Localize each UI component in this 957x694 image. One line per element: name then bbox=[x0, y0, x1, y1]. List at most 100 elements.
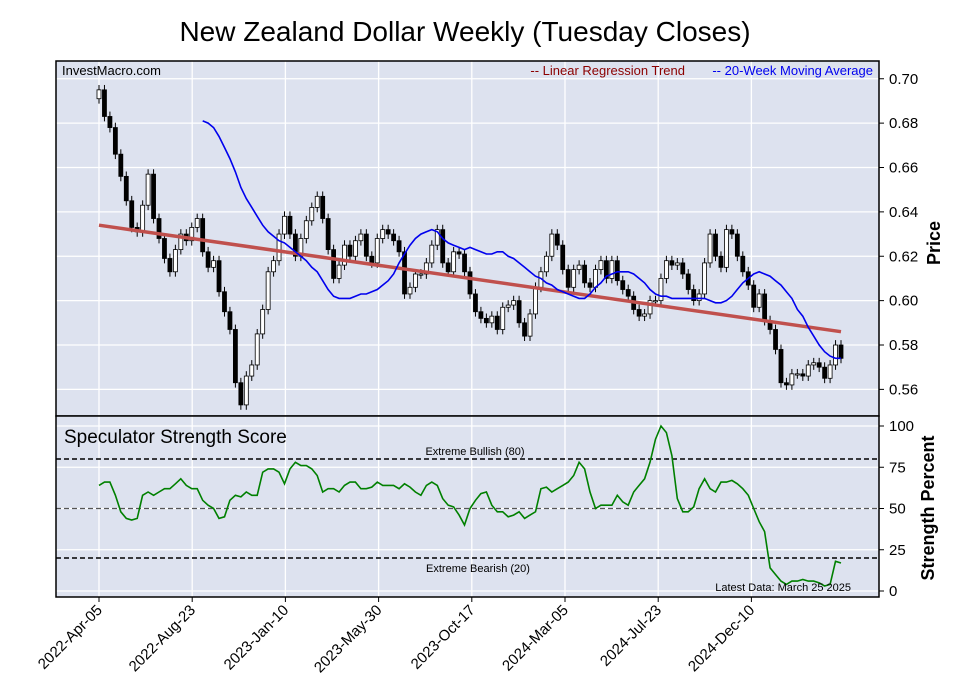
candle bbox=[773, 324, 778, 355]
candle bbox=[560, 240, 566, 275]
candle bbox=[587, 277, 593, 293]
price-y-label: Price bbox=[924, 221, 944, 265]
candle bbox=[374, 233, 380, 268]
candle bbox=[756, 289, 762, 313]
candle bbox=[554, 229, 560, 251]
extreme-bearish-label: Extreme Bearish (20) bbox=[426, 563, 530, 575]
candle bbox=[664, 255, 669, 284]
candle bbox=[227, 306, 233, 335]
candle bbox=[232, 324, 238, 388]
strength-gridlines bbox=[56, 416, 879, 597]
candle bbox=[271, 255, 276, 277]
price-y-tick-label: 0.66 bbox=[889, 160, 918, 177]
candle bbox=[363, 229, 369, 262]
strength-y-label: Strength Percent bbox=[918, 435, 938, 580]
strength-title: Speculator Strength Score bbox=[64, 427, 287, 448]
candle bbox=[642, 309, 647, 322]
x-tick-label: 2023-May-30 bbox=[311, 602, 386, 677]
candle bbox=[751, 280, 757, 313]
candle bbox=[222, 286, 227, 317]
candle bbox=[805, 360, 811, 381]
sma-line bbox=[202, 120, 841, 360]
candle bbox=[494, 311, 500, 335]
candle bbox=[603, 255, 609, 284]
candle bbox=[794, 368, 800, 379]
candle bbox=[112, 122, 118, 160]
candle bbox=[293, 229, 298, 262]
candle bbox=[778, 344, 784, 388]
candle bbox=[740, 251, 746, 277]
candle bbox=[358, 229, 364, 246]
candle bbox=[473, 289, 478, 317]
strength-y-tick-label: 75 bbox=[889, 459, 906, 476]
candle bbox=[276, 229, 282, 266]
candle bbox=[636, 304, 642, 322]
candle bbox=[729, 224, 735, 239]
x-tick-label: 2024-Dec-10 bbox=[685, 602, 758, 675]
price-panel: InvestMacro.com -- Linear Regression Tre… bbox=[55, 60, 944, 417]
candle bbox=[287, 211, 293, 239]
candle bbox=[216, 255, 222, 297]
candle bbox=[167, 253, 173, 277]
candle bbox=[833, 340, 838, 370]
latest-data-note: Latest Data: March 25 2025 bbox=[715, 582, 851, 594]
candle bbox=[423, 258, 429, 279]
candle bbox=[522, 317, 527, 342]
candle bbox=[407, 282, 413, 299]
candle bbox=[734, 229, 740, 262]
candle bbox=[151, 169, 156, 224]
candle bbox=[178, 229, 184, 255]
candle bbox=[172, 244, 178, 277]
price-y-tick-label: 0.56 bbox=[889, 381, 918, 398]
candle bbox=[342, 240, 347, 271]
candle bbox=[702, 258, 708, 299]
trend-line bbox=[98, 223, 842, 334]
candle bbox=[505, 300, 511, 313]
candle bbox=[789, 368, 795, 390]
price-y-tick-label: 0.64 bbox=[889, 204, 918, 221]
price-y-tick-label: 0.60 bbox=[889, 293, 918, 310]
candle bbox=[822, 362, 828, 384]
candle bbox=[543, 251, 549, 277]
candle bbox=[118, 149, 124, 182]
candle bbox=[107, 111, 113, 133]
candle bbox=[385, 224, 391, 239]
candle bbox=[478, 306, 484, 324]
candle bbox=[620, 275, 626, 295]
candle bbox=[609, 255, 615, 284]
candle bbox=[816, 357, 822, 373]
candle bbox=[162, 233, 167, 264]
strength-plot-area bbox=[56, 416, 879, 597]
price-y-tick-label: 0.58 bbox=[889, 337, 918, 354]
candle bbox=[549, 229, 555, 262]
candle bbox=[500, 302, 506, 335]
extreme-bullish-label: Extreme Bullish (80) bbox=[425, 446, 524, 458]
candle bbox=[456, 246, 462, 259]
strength-y-tick-label: 0 bbox=[889, 583, 897, 600]
candle bbox=[347, 240, 353, 262]
candle bbox=[156, 213, 162, 244]
candle bbox=[582, 260, 587, 288]
candle bbox=[658, 273, 664, 306]
candle bbox=[707, 229, 713, 268]
strength-line bbox=[98, 424, 842, 587]
candle bbox=[325, 213, 331, 255]
candle bbox=[674, 258, 680, 271]
x-tick-label: 2023-Oct-17 bbox=[408, 602, 479, 673]
strength-frame bbox=[55, 415, 880, 598]
candle bbox=[254, 329, 260, 370]
candle bbox=[320, 191, 326, 224]
candle bbox=[565, 264, 571, 293]
candle bbox=[396, 235, 402, 257]
candle bbox=[576, 260, 582, 275]
candle bbox=[413, 269, 418, 293]
candle bbox=[440, 224, 446, 268]
candle bbox=[260, 304, 266, 339]
candle bbox=[336, 260, 342, 284]
candle bbox=[598, 255, 604, 275]
candle bbox=[96, 84, 102, 104]
candle bbox=[303, 215, 309, 244]
candle bbox=[145, 169, 151, 211]
candle bbox=[189, 222, 195, 246]
price-y-tick-label: 0.62 bbox=[889, 248, 918, 265]
